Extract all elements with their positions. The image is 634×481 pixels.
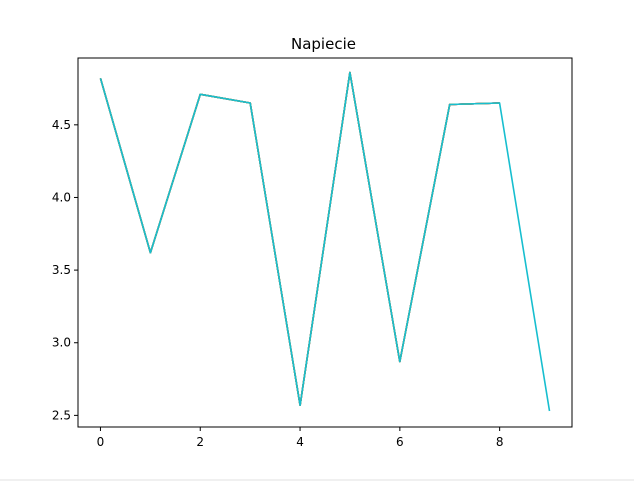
series-line — [99, 71, 500, 407]
series-line — [99, 71, 551, 412]
series-line — [99, 71, 500, 407]
series-line — [99, 71, 500, 407]
y-tick-label: 4.0 — [52, 190, 71, 204]
series-line — [99, 71, 500, 407]
y-tick-label: 3.0 — [52, 336, 71, 350]
ticks-layer: 0 2 4 6 8 2.5 3.0 3.5 4.0 4.5 — [52, 118, 504, 449]
series-layer — [99, 71, 551, 412]
series-line — [99, 71, 500, 407]
series-line — [99, 71, 500, 407]
series-line — [99, 71, 500, 407]
x-tick-label: 2 — [196, 435, 204, 449]
x-tick-label: 6 — [396, 435, 404, 449]
y-tick-label: 2.5 — [52, 408, 71, 422]
chart-title: Napiecie — [291, 35, 356, 53]
x-tick-label: 8 — [496, 435, 504, 449]
plot-frame — [77, 57, 573, 428]
y-tick-label: 4.5 — [52, 118, 71, 132]
series-line — [99, 71, 500, 407]
x-tick-label: 0 — [97, 435, 105, 449]
x-tick-label: 4 — [296, 435, 304, 449]
series-line — [99, 71, 500, 407]
bottom-divider — [0, 479, 634, 481]
y-tick-label: 3.5 — [52, 263, 71, 277]
